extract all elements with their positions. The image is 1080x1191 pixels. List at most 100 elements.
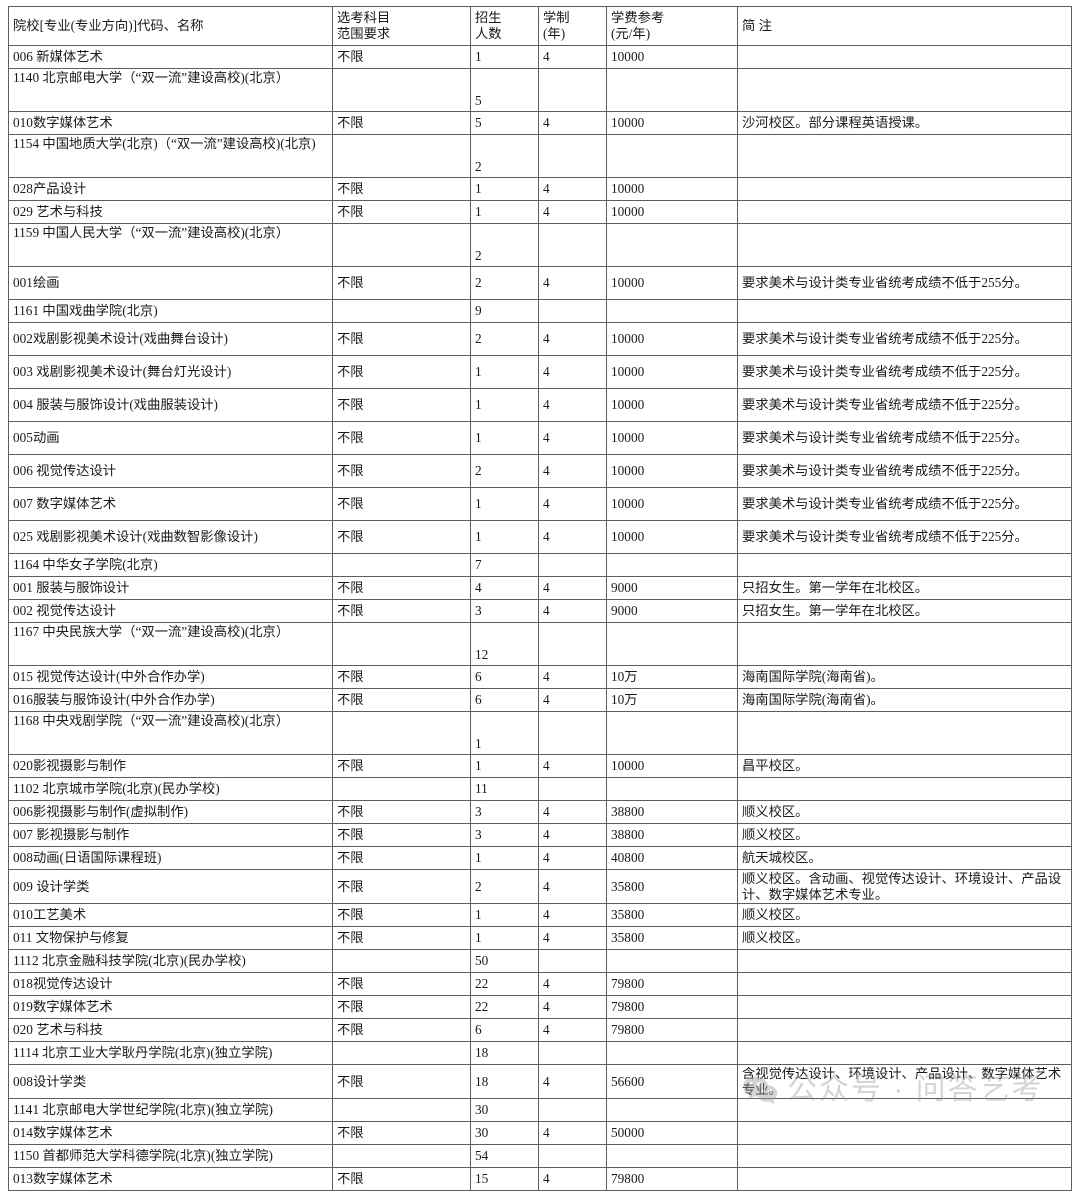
- cell-duration-years: 4: [538, 177, 607, 201]
- cell-duration-years: 4: [538, 45, 607, 69]
- table-row: 1140 北京邮电大学（“双一流”建设高校)(北京） 5: [8, 68, 1072, 112]
- cell-school-major: 1154 中国地质大学(北京)（“双一流”建设高校)(北京): [8, 134, 333, 178]
- cell-tuition-fee: 9000: [606, 599, 738, 623]
- cell-tuition-fee: [606, 1144, 738, 1168]
- cell-duration-years: [538, 553, 607, 577]
- table-row: 007 影视摄影与制作 不限 3 4 38800 顺义校区。: [8, 823, 1072, 847]
- admissions-plan-table: 院校[专业(专业方向)]代码、名称 选考科目 范围要求 招生 人数 学制 (年)…: [8, 6, 1072, 1191]
- cell-tuition-fee: 79800: [606, 1018, 738, 1042]
- table-row: 020影视摄影与制作 不限 1 4 10000 昌平校区。: [8, 754, 1072, 778]
- cell-remarks: 顺义校区。: [737, 903, 1072, 927]
- cell-remarks: 海南国际学院(海南省)。: [737, 688, 1072, 712]
- cell-tuition-fee: 10000: [606, 520, 738, 554]
- cell-tuition-fee: 50000: [606, 1121, 738, 1145]
- table-row: 007 数字媒体艺术 不限 1 4 10000 要求美术与设计类专业省统考成绩不低于225…: [8, 487, 1072, 521]
- cell-remarks: 要求美术与设计类专业省统考成绩不低于225分。: [737, 421, 1072, 455]
- table-row: 016服装与服饰设计(中外合作办学) 不限 6 4 10万 海南国际学院(海南省)。: [8, 688, 1072, 712]
- cell-tuition-fee: 35800: [606, 869, 738, 904]
- cell-school-major: 001 服装与服饰设计: [8, 576, 333, 600]
- cell-duration-years: [538, 134, 607, 178]
- cell-remarks: [737, 1121, 1072, 1145]
- cell-subject-requirement: [332, 1144, 471, 1168]
- cell-tuition-fee: [606, 68, 738, 112]
- cell-tuition-fee: 10000: [606, 322, 738, 356]
- cell-enrollment-number: 1: [470, 711, 539, 755]
- cell-subject-requirement: 不限: [332, 1167, 471, 1191]
- cell-remarks: [737, 1018, 1072, 1042]
- cell-enrollment-number: 1: [470, 926, 539, 950]
- cell-tuition-fee: 9000: [606, 576, 738, 600]
- cell-duration-years: 4: [538, 972, 607, 996]
- cell-school-major: 029 艺术与科技: [8, 200, 333, 224]
- cell-duration-years: 4: [538, 388, 607, 422]
- cell-duration-years: [538, 1098, 607, 1122]
- cell-remarks: 昌平校区。: [737, 754, 1072, 778]
- cell-duration-years: 4: [538, 926, 607, 950]
- cell-school-major: 002戏剧影视美术设计(戏曲舞台设计): [8, 322, 333, 356]
- column-header-subject-requirement: 选考科目 范围要求: [332, 6, 471, 46]
- cell-enrollment-number: 22: [470, 995, 539, 1019]
- cell-duration-years: 4: [538, 1167, 607, 1191]
- cell-enrollment-number: 30: [470, 1098, 539, 1122]
- cell-remarks: [737, 622, 1072, 666]
- cell-remarks: 要求美术与设计类专业省统考成绩不低于225分。: [737, 520, 1072, 554]
- header-line: 人数: [475, 26, 502, 41]
- cell-enrollment-number: 2: [470, 266, 539, 300]
- header-line: 学费参考: [611, 10, 665, 25]
- cell-enrollment-number: 5: [470, 68, 539, 112]
- cell-remarks: 要求美术与设计类专业省统考成绩不低于225分。: [737, 355, 1072, 389]
- cell-subject-requirement: [332, 777, 471, 801]
- cell-school-major: 019数字媒体艺术: [8, 995, 333, 1019]
- cell-duration-years: [538, 1041, 607, 1065]
- cell-school-major: 010数字媒体艺术: [8, 111, 333, 135]
- table-row: 029 艺术与科技 不限 1 4 10000: [8, 200, 1072, 224]
- cell-enrollment-number: 4: [470, 576, 539, 600]
- header-line: 选考科目: [337, 10, 391, 25]
- cell-duration-years: 4: [538, 454, 607, 488]
- cell-subject-requirement: [332, 622, 471, 666]
- cell-subject-requirement: [332, 299, 471, 323]
- cell-school-major: 007 数字媒体艺术: [8, 487, 333, 521]
- cell-school-major: 1150 首都师范大学科德学院(北京)(独立学院): [8, 1144, 333, 1168]
- cell-remarks: 含视觉传达设计、环境设计、产品设计、数字媒体艺术专业。: [737, 1064, 1072, 1099]
- cell-enrollment-number: 7: [470, 553, 539, 577]
- table-row: 010工艺美术 不限 1 4 35800 顺义校区。: [8, 903, 1072, 927]
- cell-school-major: 014数字媒体艺术: [8, 1121, 333, 1145]
- table-row: 010数字媒体艺术 不限 5 4 10000 沙河校区。部分课程英语授课。: [8, 111, 1072, 135]
- cell-enrollment-number: 9: [470, 299, 539, 323]
- cell-duration-years: 4: [538, 903, 607, 927]
- cell-enrollment-number: 1: [470, 903, 539, 927]
- cell-duration-years: [538, 68, 607, 112]
- cell-tuition-fee: [606, 553, 738, 577]
- cell-subject-requirement: 不限: [332, 599, 471, 623]
- cell-enrollment-number: 1: [470, 754, 539, 778]
- cell-duration-years: 4: [538, 665, 607, 689]
- cell-school-major: 1159 中国人民大学（“双一流”建设高校)(北京）: [8, 223, 333, 267]
- cell-enrollment-number: 1: [470, 520, 539, 554]
- table-row: 1102 北京城市学院(北京)(民办学校) 11: [8, 777, 1072, 801]
- cell-subject-requirement: 不限: [332, 665, 471, 689]
- cell-duration-years: 4: [538, 200, 607, 224]
- cell-tuition-fee: 10000: [606, 177, 738, 201]
- cell-enrollment-number: 3: [470, 823, 539, 847]
- table-row: 006 新媒体艺术 不限 1 4 10000: [8, 45, 1072, 69]
- cell-tuition-fee: [606, 711, 738, 755]
- cell-enrollment-number: 30: [470, 1121, 539, 1145]
- cell-tuition-fee: 10000: [606, 355, 738, 389]
- cell-school-major: 1164 中华女子学院(北京): [8, 553, 333, 577]
- cell-school-major: 015 视觉传达设计(中外合作办学): [8, 665, 333, 689]
- cell-remarks: 要求美术与设计类专业省统考成绩不低于225分。: [737, 454, 1072, 488]
- cell-tuition-fee: 10000: [606, 421, 738, 455]
- cell-enrollment-number: 5: [470, 111, 539, 135]
- cell-remarks: [737, 553, 1072, 577]
- cell-duration-years: 4: [538, 823, 607, 847]
- cell-subject-requirement: 不限: [332, 111, 471, 135]
- cell-remarks: [737, 711, 1072, 755]
- cell-remarks: [737, 1041, 1072, 1065]
- cell-remarks: [737, 1098, 1072, 1122]
- cell-subject-requirement: 不限: [332, 1064, 471, 1099]
- cell-school-major: 001绘画: [8, 266, 333, 300]
- cell-subject-requirement: 不限: [332, 972, 471, 996]
- cell-enrollment-number: 1: [470, 355, 539, 389]
- cell-remarks: 顺义校区。: [737, 926, 1072, 950]
